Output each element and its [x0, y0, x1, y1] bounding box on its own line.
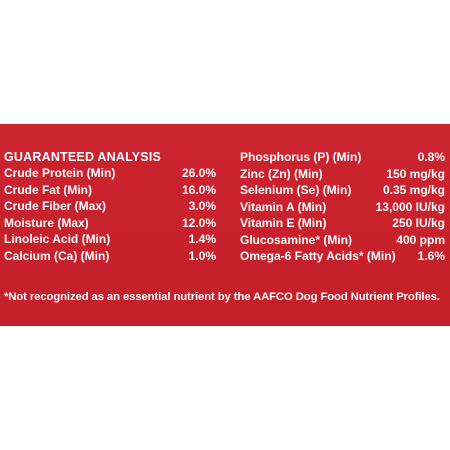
guaranteed-analysis-heading: GUARANTEED ANALYSIS [4, 150, 162, 164]
nutrient-value: 13,000 IU/kg [375, 199, 445, 214]
nutrient-label: Glucosamine* (Min) [240, 232, 353, 247]
nutrient-value: 1.4% [188, 232, 216, 246]
nutrient-value: 0.8% [417, 150, 445, 164]
nutrient-row-selenium: Selenium (Se) (Min) 0.35 mg/kg [240, 182, 445, 199]
right-column: Phosphorus (P) (Min) 0.8% Zinc (Zn) (Min… [240, 149, 445, 265]
nutrient-label: Omega-6 Fatty Acids* (Min) [240, 249, 396, 263]
nutrient-label: Crude Protein (Min) [4, 166, 116, 180]
nutrient-value: 26.0% [181, 166, 216, 180]
nutrient-row-zinc: Zinc (Zn) (Min) 150 mg/kg [240, 166, 445, 183]
nutrient-value: 3.0% [188, 199, 216, 213]
nutrient-row-crude-protein: Crude Protein (Min) 26.0% [4, 165, 216, 182]
nutrient-label: Calcium (Ca) (Min) [4, 248, 110, 263]
nutrient-row-vitamin-e: Vitamin E (Min) 250 IU/kg [240, 215, 445, 232]
nutrient-row-crude-fiber: Crude Fiber (Max) 3.0% [4, 198, 216, 215]
guaranteed-analysis-panel: GUARANTEED ANALYSIS Crude Protein (Min) … [0, 124, 450, 326]
nutrient-label: Selenium (Se) (Min) [240, 183, 352, 197]
nutrient-value: 1.0% [188, 248, 216, 263]
nutrient-row-phosphorus: Phosphorus (P) (Min) 0.8% [240, 149, 445, 166]
nutrient-row-vitamin-a: Vitamin A (Min) 13,000 IU/kg [240, 199, 445, 216]
nutrient-value: 250 IU/kg [392, 216, 445, 230]
nutrient-value: 12.0% [181, 215, 216, 230]
nutrient-row-calcium: Calcium (Ca) (Min) 1.0% [4, 248, 216, 265]
nutrient-label: Crude Fat (Min) [4, 182, 92, 197]
nutrient-label: Linoleic Acid (Min) [4, 232, 111, 246]
nutrient-label: Moisture (Max) [4, 215, 89, 230]
nutrient-label: Vitamin A (Min) [240, 199, 327, 214]
nutrient-row-moisture: Moisture (Max) 12.0% [4, 215, 216, 232]
nutrient-label: Vitamin E (Min) [240, 216, 327, 230]
nutrient-row-linoleic-acid: Linoleic Acid (Min) 1.4% [4, 231, 216, 248]
nutrient-row-omega-6: Omega-6 Fatty Acids* (Min) 1.6% [240, 248, 445, 265]
nutrient-row-crude-fat: Crude Fat (Min) 16.0% [4, 182, 216, 199]
nutrient-label: Zinc (Zn) (Min) [240, 166, 323, 181]
nutrient-value: 16.0% [181, 182, 216, 197]
nutrient-label: Crude Fiber (Max) [4, 199, 107, 213]
left-column: GUARANTEED ANALYSIS Crude Protein (Min) … [4, 149, 216, 264]
nutrient-value: 0.35 mg/kg [382, 183, 445, 197]
nutrient-row-glucosamine: Glucosamine* (Min) 400 ppm [240, 232, 445, 249]
nutrient-value: 150 mg/kg [386, 166, 445, 181]
nutrient-value: 1.6% [417, 249, 445, 263]
nutrient-label: Phosphorus (P) (Min) [240, 150, 362, 164]
nutrient-value: 400 ppm [396, 232, 445, 247]
aafco-footnote: *Not recognized as an essential nutrient… [4, 291, 440, 303]
